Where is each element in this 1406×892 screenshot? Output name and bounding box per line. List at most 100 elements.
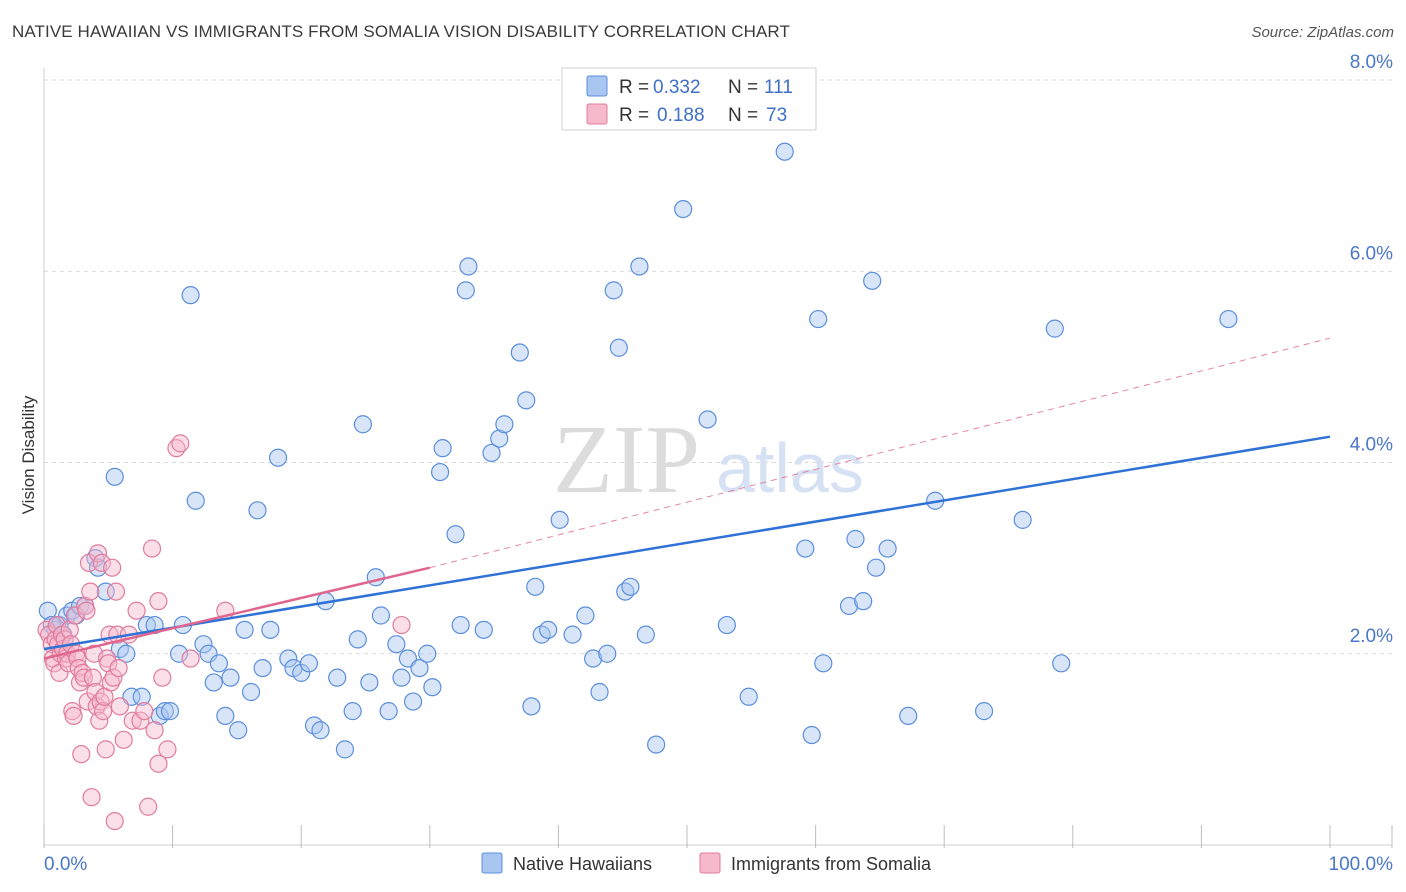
legend-n-value-1: 73 bbox=[766, 105, 787, 126]
somalia-point bbox=[106, 582, 126, 601]
native-hawaiian-point bbox=[181, 286, 200, 305]
native-hawaiian-point bbox=[235, 620, 254, 639]
native-hawaiian-point bbox=[335, 740, 355, 759]
native-hawaiian-point bbox=[517, 391, 536, 410]
native-hawaiian-point bbox=[221, 668, 240, 687]
native-hawaiian-point bbox=[576, 606, 595, 625]
somalia-point bbox=[60, 620, 79, 639]
somalia-point bbox=[142, 539, 162, 558]
bottom-legend-label-blue: Native Hawaiians bbox=[513, 854, 652, 874]
native-hawaiian-point bbox=[194, 635, 213, 654]
somalia-point bbox=[145, 721, 164, 740]
somalia-point bbox=[99, 654, 118, 673]
native-hawaiian-point bbox=[1052, 654, 1071, 673]
bottom-legend-swatch-pink bbox=[699, 852, 721, 874]
somalia-point bbox=[86, 682, 105, 702]
somalia-trend-line bbox=[43, 566, 431, 660]
native-hawaiian-point bbox=[899, 706, 918, 726]
somalia-point bbox=[81, 582, 100, 601]
somalia-trend-extension bbox=[429, 337, 1331, 569]
x-tick-label: 100.0% bbox=[1329, 854, 1394, 875]
legend-swatch-blue bbox=[586, 75, 608, 97]
legend-r-label-1: R = bbox=[619, 105, 649, 126]
native-hawaiian-point bbox=[366, 568, 385, 587]
trend-layer bbox=[43, 337, 1331, 660]
native-hawaiian-point bbox=[1045, 319, 1064, 338]
x-tick-label: 0.0% bbox=[44, 854, 87, 875]
watermark: ZIP atlas bbox=[553, 406, 864, 514]
native-hawaiian-point bbox=[510, 343, 529, 362]
source-label: Source: ZipAtlas.com bbox=[1251, 24, 1394, 41]
somalia-point bbox=[149, 754, 168, 773]
somalia-point bbox=[59, 654, 78, 673]
somalia-point bbox=[90, 711, 109, 730]
y-axis-title: Vision Disability bbox=[19, 395, 38, 514]
somalia-point bbox=[83, 668, 102, 687]
grid-layer bbox=[44, 79, 1392, 655]
somalia-point bbox=[94, 702, 113, 721]
native-hawaiian-point bbox=[423, 678, 442, 697]
native-hawaiian-point bbox=[379, 702, 398, 721]
somalia-point bbox=[104, 668, 123, 687]
native-hawaiian-point bbox=[550, 510, 569, 529]
native-hawaiian-point bbox=[456, 281, 475, 300]
native-hawaiian-point bbox=[279, 649, 298, 668]
tick-labels: 2.0% 4.0% 6.0% 8.0% 0.0% 100.0% bbox=[44, 52, 1393, 875]
somalia-point bbox=[392, 615, 411, 635]
somalia-point bbox=[77, 601, 96, 620]
native-hawaiian-point bbox=[802, 725, 821, 745]
y-tick-label: 2.0% bbox=[1350, 626, 1393, 647]
somalia-point bbox=[64, 706, 83, 726]
native-hawaiian-point bbox=[248, 501, 267, 520]
native-hawaiian-point bbox=[229, 721, 248, 740]
native-hawaiian-point bbox=[839, 596, 859, 616]
native-hawaiian-point bbox=[863, 271, 882, 290]
axes-layer bbox=[43, 68, 1393, 848]
somalia-point bbox=[82, 788, 101, 807]
native-hawaiian-point bbox=[1013, 510, 1032, 529]
native-hawaiian-point bbox=[209, 654, 228, 673]
native-hawaiian-point bbox=[343, 702, 362, 721]
native-hawaiian-point bbox=[169, 644, 189, 663]
legend-swatch-pink bbox=[586, 103, 608, 125]
native-hawaiian-point bbox=[430, 462, 450, 482]
native-hawaiian-point bbox=[241, 682, 261, 702]
somalia-point bbox=[45, 654, 64, 673]
native-hawaiian-point bbox=[630, 257, 649, 276]
native-hawaiian-trend-line bbox=[43, 435, 1331, 651]
native-hawaiian-point bbox=[96, 582, 115, 601]
native-hawaiian-point bbox=[371, 606, 391, 625]
native-hawaiian-point bbox=[38, 601, 57, 620]
native-hawaiian-point bbox=[410, 658, 429, 678]
native-hawaiian-point bbox=[132, 687, 151, 706]
watermark-zip: ZIP bbox=[553, 406, 700, 514]
legend-n-label-0: N = bbox=[728, 77, 758, 98]
native-hawaiian-point bbox=[328, 668, 347, 687]
somalia-point bbox=[109, 658, 128, 678]
native-hawaiian-point bbox=[353, 415, 373, 434]
native-hawaiian-point bbox=[490, 429, 509, 448]
somalia-point bbox=[105, 811, 124, 831]
bottom-legend-swatch-blue bbox=[481, 852, 503, 874]
native-hawaiian-point bbox=[854, 592, 873, 611]
native-hawaiian-point bbox=[609, 338, 628, 357]
somalia-point bbox=[158, 740, 177, 759]
native-hawaiian-point bbox=[809, 309, 828, 329]
native-hawaiian-point bbox=[846, 529, 865, 549]
native-hawaiian-point bbox=[775, 142, 794, 161]
native-hawaiian-point bbox=[299, 654, 319, 673]
native-hawaiian-point bbox=[204, 673, 223, 692]
native-hawaiian-point bbox=[717, 615, 736, 635]
native-hawaiian-point bbox=[403, 692, 423, 711]
native-hawaiian-point bbox=[598, 644, 617, 663]
legend-r-value-1: 0.188 bbox=[657, 105, 705, 126]
bottom-legend-label-pink: Immigrants from Somalia bbox=[731, 854, 932, 874]
native-hawaiian-point bbox=[590, 682, 609, 702]
somalia-point bbox=[101, 673, 120, 692]
native-hawaiian-point bbox=[539, 620, 558, 639]
native-hawaiian-point bbox=[451, 615, 470, 635]
native-hawaiian-point bbox=[698, 410, 717, 429]
points-layer bbox=[37, 142, 1238, 831]
native-hawaiian-point bbox=[526, 577, 545, 596]
